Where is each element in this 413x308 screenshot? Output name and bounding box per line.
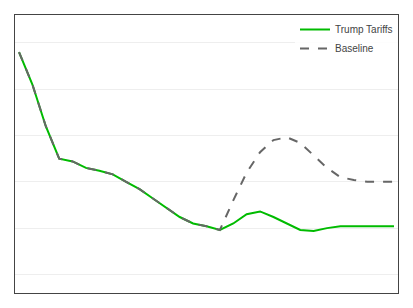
svg-text:Baseline: Baseline bbox=[335, 43, 374, 54]
svg-text:Trump Tariffs: Trump Tariffs bbox=[335, 24, 393, 35]
